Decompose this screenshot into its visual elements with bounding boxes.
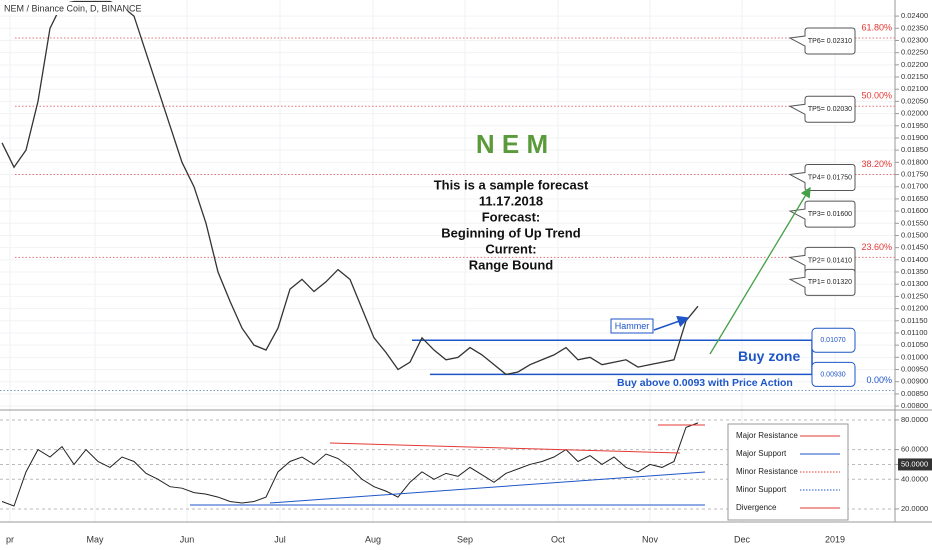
y-tick-label: 0.02050 — [901, 96, 928, 105]
y-tick-label: 0.01450 — [901, 243, 928, 252]
chart-title: NEM / Binance Coin, D, BINANCE — [4, 3, 142, 13]
y-tick-label: 0.01700 — [901, 182, 928, 191]
legend-label: Divergence — [736, 503, 777, 512]
title-bg — [0, 2, 128, 15]
forecast: This is a sample forecast11.17.2018Forec… — [434, 177, 589, 272]
x-tick-label: Jun — [180, 534, 195, 544]
fib-label: 38.20% — [861, 159, 892, 169]
target-callout — [788, 27, 856, 55]
zone-value-box — [811, 361, 856, 387]
y-tick-label: 0.02350 — [901, 23, 928, 32]
axes: pr May Jun Jul Aug Sep Oct Nov Dec 2019 0.00800 0.0… — [6, 11, 932, 544]
forecast-line: 11.17.2018 — [479, 193, 543, 208]
target-label: TP2= 0.01410 — [808, 257, 852, 264]
y-tick-label: 0.01250 — [901, 291, 928, 300]
current-value-bg — [898, 458, 932, 471]
y-tick-label: 0.01400 — [901, 255, 928, 264]
x-tick-label: Dec — [734, 534, 751, 544]
y-tick-label: 0.02000 — [901, 109, 928, 118]
y-tick-label: 0.01500 — [901, 230, 928, 239]
y-tick-label: 0.01300 — [901, 279, 928, 288]
x-tick-label: Nov — [642, 534, 659, 544]
target-callout — [788, 200, 856, 228]
forecast-line: Range Bound — [469, 257, 554, 272]
legend-label: Minor Support — [736, 485, 787, 494]
x-tick-label: May — [86, 534, 104, 544]
y-tick-label: 0.01750 — [901, 170, 928, 179]
x-tick-label: 2019 — [825, 534, 845, 544]
y-tick-label: 0.00850 — [901, 389, 928, 398]
support-trend — [269, 471, 706, 504]
forecast-line: Forecast: — [482, 209, 541, 224]
rsi-tick-label: 20.0000 — [901, 504, 928, 513]
fib-label: 23.60% — [861, 242, 892, 252]
y-tick-label: 0.01050 — [901, 340, 928, 349]
x-tick-label: Aug — [365, 534, 381, 544]
x-tick-label: pr — [6, 534, 14, 544]
hammer-label: Hammer — [615, 321, 650, 331]
y-tick-label: 0.02250 — [901, 48, 928, 57]
levels: 61.80% 50.00% 38.20% 23.60% 0.00% TP6= 0.0231… — [0, 22, 895, 391]
y-tick-label: 0.00800 — [901, 401, 928, 410]
x-tick-label: Sep — [457, 534, 473, 544]
target-label: TP5= 0.02030 — [808, 106, 852, 113]
target-label: TP3= 0.01600 — [808, 211, 852, 218]
rsi-tick-label: 50.0000 — [901, 459, 928, 468]
y-tick-label: 0.01000 — [901, 352, 928, 361]
y-tick-label: 0.01200 — [901, 304, 928, 313]
buy-zone-note: Buy above 0.0093 with Price Action — [617, 377, 793, 389]
legend-label: Minor Resistance — [736, 467, 798, 476]
legend-label: Major Resistance — [736, 431, 798, 440]
fib-label: 0.00% — [866, 375, 892, 385]
rsi-line — [1, 422, 699, 507]
y-tick-label: 0.01850 — [901, 145, 928, 154]
forecast-line: Beginning of Up Trend — [441, 225, 580, 240]
target-label: TP1= 0.01320 — [808, 279, 852, 286]
zone-value-box — [811, 327, 856, 353]
target-label: TP4= 0.01750 — [808, 174, 852, 181]
y-tick-label: 0.01650 — [901, 194, 928, 203]
legend-label: Major Support — [736, 449, 787, 458]
rsi-panel — [1, 422, 706, 507]
forecast-line: This is a sample forecast — [434, 177, 589, 192]
x-tick-label: Oct — [551, 534, 566, 544]
y-tick-label: 0.01100 — [901, 328, 928, 337]
forecast-line: Current: — [485, 241, 536, 256]
y-tick-label: 0.01350 — [901, 267, 928, 276]
fib-label: 61.80% — [861, 22, 892, 32]
y-tick-label: 0.00950 — [901, 365, 928, 374]
x-tick-label: Jul — [274, 534, 286, 544]
y-tick-label: 0.01900 — [901, 133, 928, 142]
zone-value-label: 0.01070 — [820, 337, 845, 344]
rsi-tick-label: 40.0000 — [901, 474, 928, 483]
y-tick-label: 0.02100 — [901, 84, 928, 93]
fib-label: 50.00% — [861, 91, 892, 101]
y-tick-label: 0.01550 — [901, 218, 928, 227]
heading: N E M — [476, 129, 548, 159]
zone-value-label: 0.00930 — [820, 371, 845, 378]
legend: Major Resistance Major Support Minor Resis… — [727, 423, 849, 521]
target-callout — [788, 268, 856, 296]
rsi-tick-label: 80.0000 — [901, 415, 928, 424]
hammer-box — [610, 318, 654, 334]
y-tick-label: 0.02150 — [901, 72, 928, 81]
y-tick-label: 0.02200 — [901, 60, 928, 69]
buy-zone-label: Buy zone — [738, 348, 800, 364]
trend-arrow — [709, 186, 811, 355]
target-label: TP6= 0.02310 — [808, 38, 852, 45]
y-tick-label: 0.01150 — [901, 316, 928, 325]
divergence-line — [329, 442, 681, 454]
y-tick-label: 0.01800 — [901, 157, 928, 166]
y-tick-label: 0.00900 — [901, 377, 928, 386]
rsi-tick-label: 60.0000 — [901, 445, 928, 454]
hammer-arrow — [653, 315, 690, 331]
y-tick-label: 0.01950 — [901, 121, 928, 130]
y-tick-label: 0.01600 — [901, 206, 928, 215]
y-tick-label: 0.02300 — [901, 35, 928, 44]
target-callout — [788, 95, 856, 123]
y-tick-label: 0.02400 — [901, 11, 928, 20]
